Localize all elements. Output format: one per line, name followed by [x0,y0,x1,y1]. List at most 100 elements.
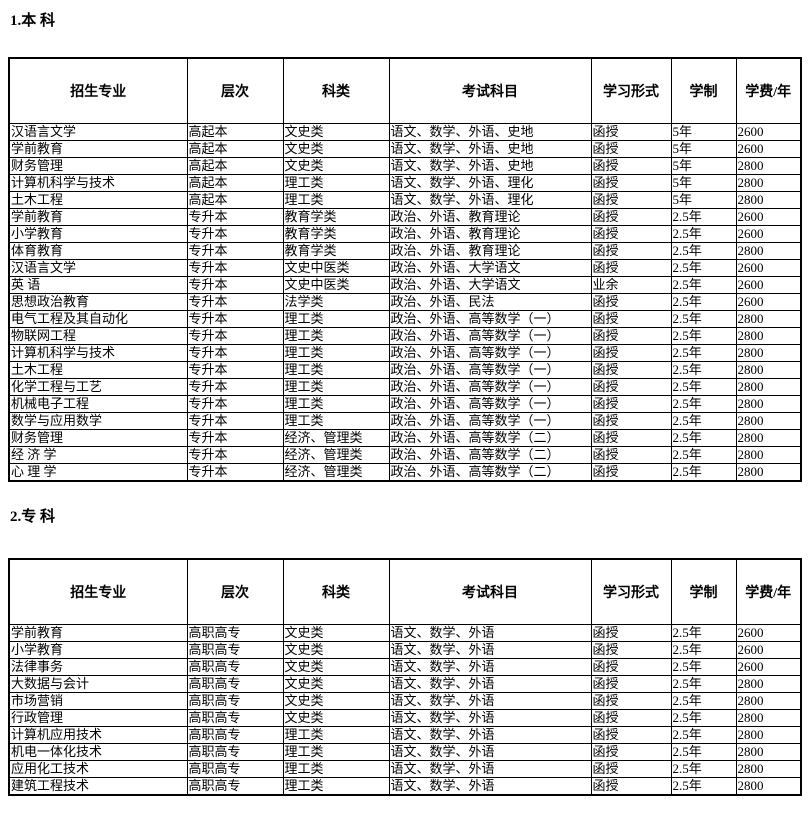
table-cell: 2800 [735,310,802,328]
table-cell: 2.5年 [670,242,737,260]
table-cell: 财务管理 [8,429,188,447]
table-cell: 专升本 [186,463,284,482]
table-cell: 心 理 学 [8,463,188,482]
table-row: 建筑工程技术 高职高专 理工类 语文、数学、外语 函授 2.5年 2800 [8,777,802,796]
table-cell: 经济、管理类 [282,446,390,464]
table-cell: 高职高专 [186,692,284,710]
table-cell: 专升本 [186,446,284,464]
table-cell: 文史类 [282,624,390,642]
table-cell: 高职高专 [186,709,284,727]
table-cell: 高职高专 [186,624,284,642]
table-cell: 高职高专 [186,658,284,676]
table-row: 行政管理 高职高专 文史类 语文、数学、外语 函授 2.5年 2800 [8,709,802,727]
college-table: 招生专业 层次 科类 考试科目 学习形式 学制 学费/年 学前教育 高职高专 文史类 语文、数学、… [8,558,802,796]
table-cell: 语文、数学、外语 [388,624,592,642]
table-cell: 政治、外语、大学语文 [388,276,592,294]
table-cell: 2800 [735,726,802,744]
table-cell: 2800 [735,709,802,727]
table-cell: 5年 [670,174,737,192]
table-cell: 2.5年 [670,361,737,379]
table-cell: 理工类 [282,344,390,362]
table-cell: 函授 [590,641,672,659]
table-cell: 2600 [735,208,802,226]
table-cell: 函授 [590,140,672,158]
table-cell: 函授 [590,378,672,396]
table-cell: 业余 [590,276,672,294]
table-cell: 2800 [735,191,802,209]
table-cell: 小学教育 [8,225,188,243]
table-cell: 文史类 [282,692,390,710]
table-row: 小学教育 专升本 教育学类 政治、外语、教育理论 函授 2.5年 2600 [8,225,802,243]
table-cell: 经 济 学 [8,446,188,464]
table-cell: 专升本 [186,361,284,379]
column-header: 学制 [670,57,737,124]
table-cell: 高起本 [186,174,284,192]
table-cell: 2800 [735,174,802,192]
table-row: 机械电子工程 专升本 理工类 政治、外语、高等数学（一） 函授 2.5年 2800 [8,395,802,413]
table-cell: 学前教育 [8,140,188,158]
table-cell: 文史类 [282,157,390,175]
table-cell: 语文、数学、外语、史地 [388,157,592,175]
table-cell: 函授 [590,208,672,226]
table-cell: 2800 [735,429,802,447]
table-cell: 专升本 [186,225,284,243]
table-cell: 语文、数学、外语 [388,658,592,676]
table-cell: 语文、数学、外语、理化 [388,191,592,209]
column-header: 层次 [186,558,284,625]
table-row: 经 济 学专升本 经济、管理类 政治、外语、高等数学（二） 函授 2.5年 2800 [8,446,802,464]
table-cell: 2.5年 [670,760,737,778]
column-header: 招生专业 [8,57,188,124]
table-cell: 2.5年 [670,624,737,642]
table-cell: 函授 [590,675,672,693]
table-cell: 文史类 [282,658,390,676]
table-cell: 体育教育 [8,242,188,260]
table-cell: 高起本 [186,123,284,141]
table-cell: 2600 [735,225,802,243]
table-row: 计算机应用技术 高职高专 理工类 语文、数学、外语 函授 2.5年 2800 [8,726,802,744]
table-cell: 2600 [735,123,802,141]
table-row: 学前教育 专升本 教育学类 政治、外语、教育理论 函授 2.5年 2600 [8,208,802,226]
table-cell: 2800 [735,760,802,778]
table-cell: 函授 [590,157,672,175]
table-cell: 物联网工程 [8,327,188,345]
table-cell: 高起本 [186,157,284,175]
table-cell: 高起本 [186,191,284,209]
table-cell: 政治、外语、高等数学（一） [388,378,592,396]
table-cell: 政治、外语、高等数学（一） [388,412,592,430]
table-cell: 2.5年 [670,692,737,710]
table-cell: 文史类 [282,675,390,693]
table-cell: 函授 [590,658,672,676]
table-cell: 理工类 [282,395,390,413]
table-cell: 函授 [590,293,672,311]
table-row: 市场营销 高职高专 文史类 语文、数学、外语 函授 2.5年 2800 [8,692,802,710]
table-cell: 政治、外语、民法 [388,293,592,311]
table-cell: 理工类 [282,310,390,328]
column-header: 学费/年 [735,57,802,124]
table-cell: 2600 [735,624,802,642]
table-cell: 函授 [590,760,672,778]
table-row: 英 语专升本 文史中医类 政治、外语、大学语文 业余 2.5年 2600 [8,276,802,294]
table-row: 法律事务 高职高专 文史类 语文、数学、外语 函授 2.5年 2600 [8,658,802,676]
table-cell: 教育学类 [282,242,390,260]
table-cell: 2.5年 [670,310,737,328]
column-header: 科类 [282,558,390,625]
table-cell: 2800 [735,242,802,260]
table-cell: 语文、数学、外语、史地 [388,123,592,141]
table-cell: 高职高专 [186,777,284,796]
table-row: 应用化工技术 高职高专 理工类 语文、数学、外语 函授 2.5年 2800 [8,760,802,778]
table-cell: 经济、管理类 [282,429,390,447]
table-cell: 专升本 [186,276,284,294]
table-cell: 2800 [735,777,802,796]
table-cell: 语文、数学、外语 [388,777,592,796]
table-cell: 函授 [590,777,672,796]
table-cell: 专升本 [186,395,284,413]
table-cell: 计算机应用技术 [8,726,188,744]
table-cell: 函授 [590,446,672,464]
table-cell: 经济、管理类 [282,463,390,482]
table-cell: 2.5年 [670,658,737,676]
table-row: 学前教育 高起本 文史类 语文、数学、外语、史地 函授 5年 2600 [8,140,802,158]
table-cell: 大数据与会计 [8,675,188,693]
table-cell: 语文、数学、外语 [388,743,592,761]
table-cell: 2600 [735,641,802,659]
